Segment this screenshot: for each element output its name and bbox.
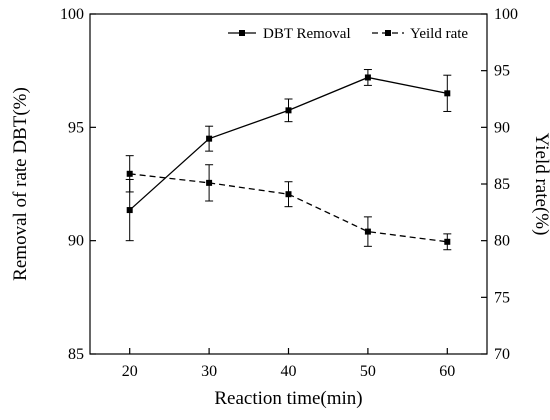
y-left-axis-title: Removal of rate DBT(%) xyxy=(10,87,31,281)
data-point xyxy=(285,191,292,198)
y-left-tick-label: 90 xyxy=(68,233,84,250)
data-point xyxy=(126,207,133,214)
x-tick-label: 50 xyxy=(360,363,376,380)
legend: DBT Removal Yeild rate xyxy=(228,26,468,42)
y-right-tick-label: 95 xyxy=(494,63,510,80)
data-point xyxy=(126,170,133,177)
y-right-tick-label: 90 xyxy=(494,119,510,136)
y-left-tick-label: 100 xyxy=(60,6,84,23)
data-point xyxy=(364,228,371,235)
legend-marker xyxy=(385,30,391,36)
y-right-axis-title: Yield rate(%) xyxy=(531,133,550,236)
y-right-tick-label: 100 xyxy=(494,6,518,23)
y-left-tick-label: 95 xyxy=(68,119,84,136)
data-point xyxy=(364,74,371,81)
y-left-tick-label: 85 xyxy=(68,346,84,363)
legend-marker xyxy=(239,30,245,36)
legend-item-dbt-removal: DBT Removal xyxy=(228,26,351,42)
x-tick-label: 60 xyxy=(439,363,455,380)
x-tick-label: 40 xyxy=(281,363,297,380)
data-point xyxy=(444,90,451,97)
data-point xyxy=(285,107,292,114)
x-axis-title: Reaction time(min) xyxy=(214,388,362,409)
data-point xyxy=(206,135,213,142)
series-layer xyxy=(125,69,452,251)
legend-item-yield-rate: Yeild rate xyxy=(372,26,468,42)
data-point xyxy=(444,238,451,245)
series-yield-rate xyxy=(125,155,452,251)
y-right-tick-label: 80 xyxy=(494,233,510,250)
axes-layer: 20 30 40 50 60 85 90 95 100 70 75 80 85 90 95 100 Reacti… xyxy=(10,6,550,409)
y-right-tick-label: 75 xyxy=(494,289,510,306)
x-tick-label: 20 xyxy=(122,363,138,380)
legend-label: Yeild rate xyxy=(410,26,468,42)
y-right-tick-label: 85 xyxy=(494,176,510,193)
y-right-tick-label: 70 xyxy=(494,346,510,363)
series-dbt-removal xyxy=(125,69,452,242)
data-point xyxy=(206,179,213,186)
x-tick-label: 30 xyxy=(201,363,217,380)
legend-label: DBT Removal xyxy=(263,26,351,42)
